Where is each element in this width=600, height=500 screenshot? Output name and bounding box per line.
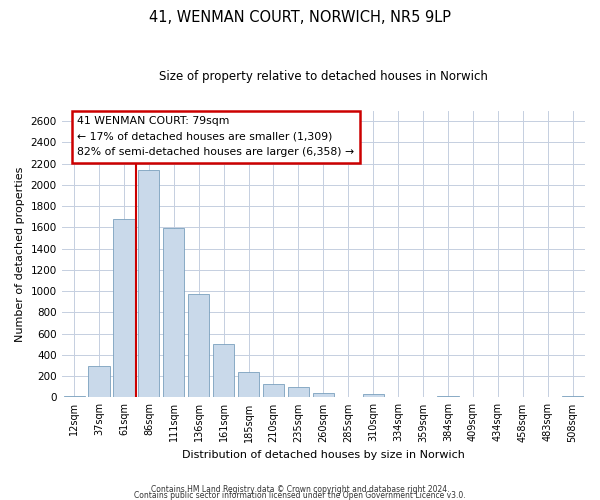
Y-axis label: Number of detached properties: Number of detached properties [15, 166, 25, 342]
Bar [88, 366, 110, 398]
Bar [388, 397, 409, 398]
Bar [213, 344, 234, 398]
Bar [113, 219, 134, 398]
Bar [188, 294, 209, 398]
Bar [362, 394, 384, 398]
Bar [263, 384, 284, 398]
Bar [437, 396, 458, 398]
Bar [562, 396, 583, 398]
Title: Size of property relative to detached houses in Norwich: Size of property relative to detached ho… [159, 70, 488, 83]
Text: Contains public sector information licensed under the Open Government Licence v3: Contains public sector information licen… [134, 490, 466, 500]
Bar [163, 228, 184, 398]
Bar [288, 387, 309, 398]
Bar [238, 372, 259, 398]
Text: 41, WENMAN COURT, NORWICH, NR5 9LP: 41, WENMAN COURT, NORWICH, NR5 9LP [149, 10, 451, 25]
Bar [138, 170, 160, 398]
X-axis label: Distribution of detached houses by size in Norwich: Distribution of detached houses by size … [182, 450, 465, 460]
Bar [313, 393, 334, 398]
Text: 41 WENMAN COURT: 79sqm
← 17% of detached houses are smaller (1,309)
82% of semi-: 41 WENMAN COURT: 79sqm ← 17% of detached… [77, 116, 355, 158]
Bar [64, 396, 85, 398]
Text: Contains HM Land Registry data © Crown copyright and database right 2024.: Contains HM Land Registry data © Crown c… [151, 484, 449, 494]
